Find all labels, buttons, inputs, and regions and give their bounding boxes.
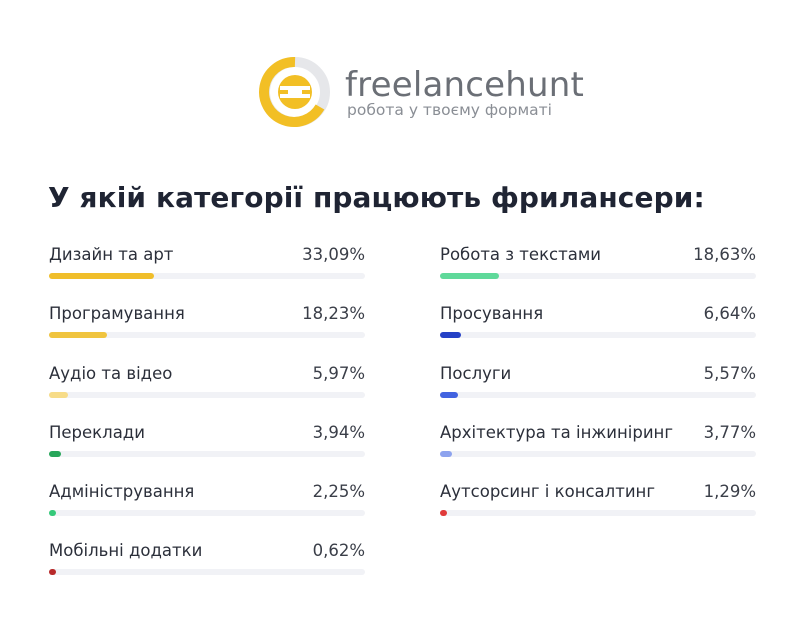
bar-track <box>440 273 756 279</box>
category-row: Аутсорсинг і консалтинг 1,29% <box>440 482 756 501</box>
category-label: Аудіо та відео <box>49 363 173 383</box>
category-item: Мобільні додатки 0,62% <box>49 541 365 600</box>
bar-track <box>49 391 365 398</box>
category-label: Послуги <box>440 363 512 383</box>
category-percent: 2,25% <box>312 482 365 502</box>
bar-track <box>440 332 756 339</box>
bar-fill <box>440 391 458 398</box>
category-row: Просування 6,64% <box>440 304 756 323</box>
category-percent: 0,62% <box>312 541 365 561</box>
category-row: Мобільні додатки 0,62% <box>49 541 365 560</box>
bar-track <box>49 450 365 457</box>
category-row: Переклади 3,94% <box>49 423 365 442</box>
category-item: Послуги 5,57% <box>440 364 756 423</box>
category-percent: 18,63% <box>693 245 756 264</box>
category-label: Архітектура та інжиніринг <box>440 422 673 442</box>
category-item: Програмування 18,23% <box>49 304 365 363</box>
bar-fill <box>440 332 461 339</box>
category-label: Аутсорсинг і консалтинг <box>440 482 655 502</box>
category-percent: 33,09% <box>302 245 365 264</box>
category-percent: 3,94% <box>312 422 365 442</box>
category-item: Аутсорсинг і консалтинг 1,29% <box>440 482 756 541</box>
bar-fill <box>440 510 447 517</box>
category-row: Послуги 5,57% <box>440 364 756 383</box>
bar-track <box>49 332 365 339</box>
category-row: Аудіо та відео 5,97% <box>49 364 365 383</box>
chart-title: У якій категорії працюють фрилансери: <box>48 181 705 214</box>
category-label: Просування <box>440 304 544 324</box>
bar-fill <box>49 273 154 279</box>
category-row: Адміністрування 2,25% <box>49 482 365 501</box>
bar-track <box>440 391 756 398</box>
category-item: Архітектура та інжиніринг 3,77% <box>440 423 756 482</box>
category-percent: 3,77% <box>703 422 756 442</box>
category-column-right: Робота з текстами 18,63% Просування 6,64% По… <box>440 245 756 541</box>
category-percent: 18,23% <box>302 304 365 324</box>
category-label: Дизайн та арт <box>49 245 174 264</box>
freelancehunt-logo-icon <box>259 56 330 127</box>
bar-track <box>49 273 365 279</box>
category-item: Просування 6,64% <box>440 304 756 363</box>
bar-fill <box>49 332 107 339</box>
category-row: Програмування 18,23% <box>49 304 365 323</box>
category-item: Переклади 3,94% <box>49 423 365 482</box>
category-label: Адміністрування <box>49 482 195 502</box>
category-percent: 5,97% <box>312 363 365 383</box>
category-percent: 1,29% <box>703 482 756 502</box>
category-row: Робота з текстами 18,63% <box>440 245 756 264</box>
bar-fill <box>440 273 499 279</box>
freelancehunt-logo: freelancehunt робота у твоєму форматі <box>258 55 584 133</box>
category-row: Дизайн та арт 33,09% <box>49 245 365 264</box>
bar-track <box>440 510 756 517</box>
bar-fill <box>49 391 68 398</box>
bar-track <box>440 450 756 457</box>
bar-fill <box>49 450 62 457</box>
category-label: Переклади <box>49 422 145 442</box>
bar-fill <box>49 569 56 576</box>
category-label: Програмування <box>49 304 185 324</box>
bar-fill <box>440 450 452 457</box>
category-item: Адміністрування 2,25% <box>49 482 365 541</box>
brand-tagline: робота у твоєму форматі <box>347 101 552 119</box>
category-column-left: Дизайн та арт 33,09% Програмування 18,23% Ау… <box>49 245 365 601</box>
category-percent: 5,57% <box>703 363 756 383</box>
bar-fill <box>49 510 57 517</box>
brand-name: freelancehunt <box>345 65 585 105</box>
category-item: Робота з текстами 18,63% <box>440 245 756 304</box>
bar-track <box>49 510 365 517</box>
category-percent: 6,64% <box>703 304 756 324</box>
category-item: Аудіо та відео 5,97% <box>49 364 365 423</box>
category-item: Дизайн та арт 33,09% <box>49 245 365 304</box>
category-label: Робота з текстами <box>440 245 601 264</box>
category-row: Архітектура та інжиніринг 3,77% <box>440 423 756 442</box>
bar-track <box>49 569 365 576</box>
category-label: Мобільні додатки <box>49 541 203 561</box>
